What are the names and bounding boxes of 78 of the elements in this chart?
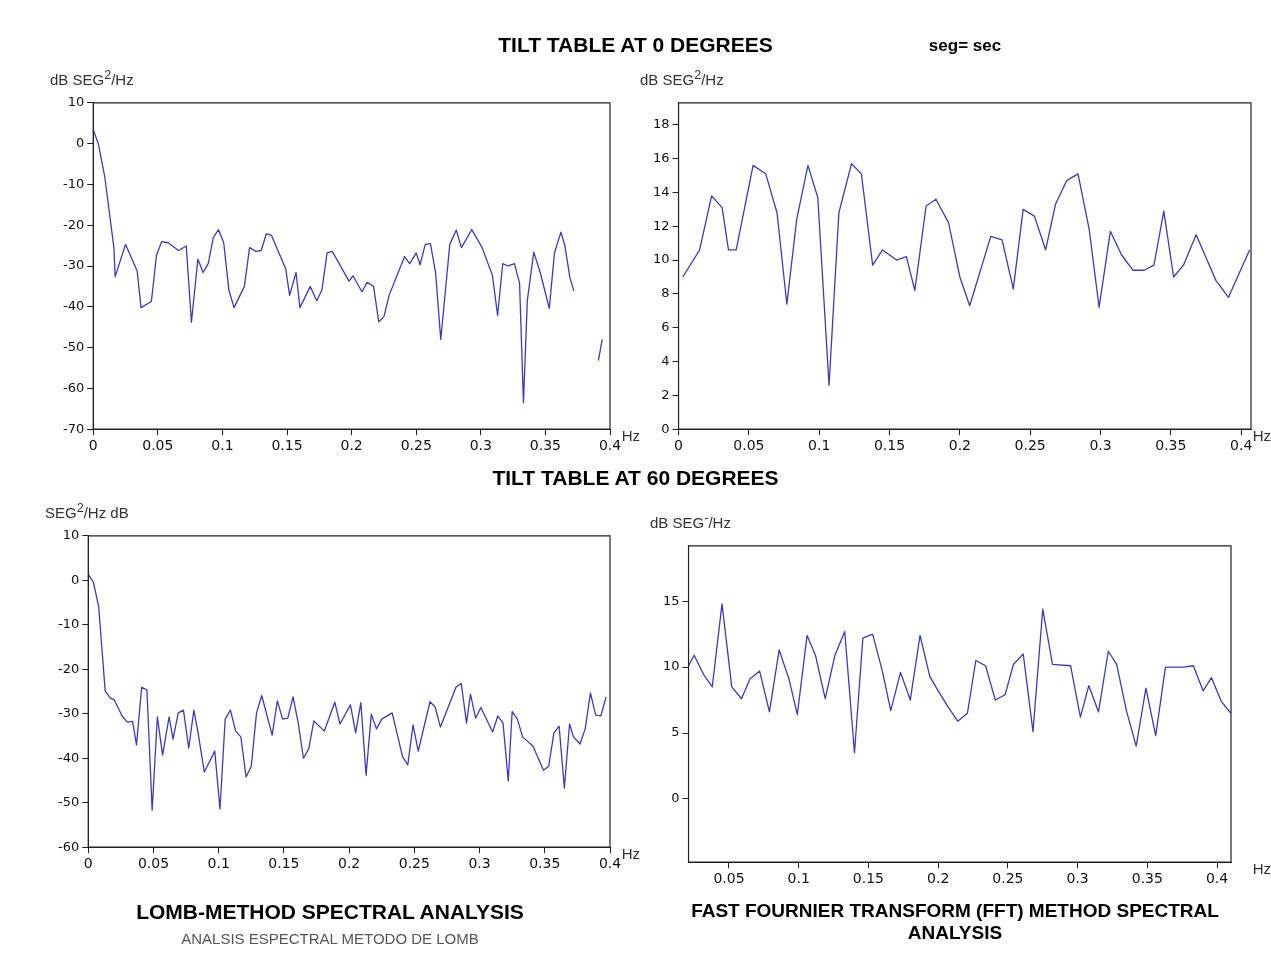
y-tick-label: -10 bbox=[63, 175, 85, 191]
y-tick-label: -20 bbox=[63, 216, 85, 232]
x-tick-label: 0.4 bbox=[1205, 870, 1229, 887]
y-tick-label: 5 bbox=[671, 724, 680, 740]
x-tick-label: 0.1 bbox=[207, 855, 230, 872]
y-tick-label: 6 bbox=[661, 319, 670, 335]
y-tick-label: 0 bbox=[671, 790, 680, 806]
y-tick-label: 16 bbox=[653, 149, 670, 165]
x-tick-label: 0.05 bbox=[142, 437, 174, 454]
x-tick-label: 0.35 bbox=[1131, 870, 1163, 887]
y-tick-label: -40 bbox=[58, 749, 80, 765]
x-tick-label: 0.15 bbox=[852, 870, 885, 887]
x-tick-label: 0.2 bbox=[948, 437, 971, 454]
y-tick-label: 4 bbox=[661, 352, 670, 368]
x-tick-label: 0.05 bbox=[713, 870, 745, 887]
text: ANALSIS ESPECTRAL METODO DE LOMB bbox=[180, 930, 480, 947]
x-tick-label: 0.3 bbox=[469, 437, 492, 454]
y-tick-label: 2 bbox=[661, 386, 670, 402]
x-tick-label: 0 bbox=[88, 437, 98, 454]
y-tick-label: -20 bbox=[58, 660, 80, 676]
x-tick-label: 0.1 bbox=[211, 437, 234, 454]
chart-title: TILT TABLE AT 0 DEGREES bbox=[498, 33, 773, 56]
chart-title: TILT TABLE AT 60 DEGREES bbox=[491, 466, 780, 490]
x-tick-label: 0.15 bbox=[873, 437, 906, 454]
x-axis-title: Hz bbox=[1252, 427, 1271, 444]
x-tick-label: 0.25 bbox=[992, 870, 1024, 887]
x-tick-label: 0.4 bbox=[598, 855, 622, 872]
x-tick-label: 0.35 bbox=[529, 855, 561, 872]
y-tick-label: -40 bbox=[63, 298, 85, 314]
x-tick-label: 0.1 bbox=[787, 870, 810, 887]
x-tick-label: 0.3 bbox=[1066, 870, 1089, 887]
y-tick-label: 0 bbox=[75, 134, 85, 150]
x-tick-label: 0.05 bbox=[733, 437, 765, 454]
y-tick-label: 10 bbox=[663, 658, 680, 674]
text: LOMB-METHOD SPECTRAL ANALYSIS bbox=[135, 900, 525, 924]
x-tick-label: 0.3 bbox=[1089, 437, 1112, 454]
y-tick-label: 15 bbox=[663, 592, 680, 608]
y-tick-label: -30 bbox=[58, 705, 80, 721]
y-tick-label: 14 bbox=[653, 183, 670, 199]
text: FAST FOURNIER TRANSFORM (FFT) METHOD SPECTRAL ANALYSIS bbox=[690, 900, 1220, 944]
x-tick-label: 0.25 bbox=[400, 437, 432, 454]
text: seg= sec bbox=[927, 36, 1003, 56]
x-axis-title: Hz bbox=[621, 427, 640, 444]
x-tick-label: 0.2 bbox=[337, 855, 361, 872]
x-axis-title: Hz bbox=[621, 845, 640, 862]
y-tick-label: -50 bbox=[63, 338, 85, 354]
y-tick-label: 10 bbox=[67, 94, 85, 110]
y-tick-label: 12 bbox=[653, 217, 670, 233]
x-tick-label: 0.1 bbox=[808, 437, 831, 454]
y-tick-label: 0 bbox=[661, 420, 670, 436]
x-tick-label: 0.15 bbox=[268, 855, 300, 872]
y-tick-label: 8 bbox=[661, 285, 670, 301]
x-tick-label: 0.35 bbox=[1155, 437, 1187, 454]
x-tick-label: 0.25 bbox=[398, 855, 430, 872]
y-axis-title: dB SEG$^{-}$/Hz bbox=[650, 511, 731, 531]
x-tick-label: 0.35 bbox=[529, 437, 561, 454]
x-tick-label: 0.2 bbox=[340, 437, 363, 454]
y-tick-label: -30 bbox=[63, 257, 85, 273]
y-tick-label: -50 bbox=[58, 794, 80, 810]
x-tick-label: 0.4 bbox=[598, 437, 622, 454]
y-axis-title: dB SEG$^{2}$/Hz bbox=[640, 68, 724, 88]
y-tick-label: -60 bbox=[63, 379, 85, 395]
y-tick-label: 18 bbox=[653, 116, 670, 132]
x-tick-label: 0.2 bbox=[927, 870, 950, 887]
y-tick-label: -10 bbox=[58, 616, 80, 632]
y-tick-label: 0 bbox=[70, 571, 80, 587]
x-tick-label: 0.05 bbox=[137, 855, 170, 872]
x-axis-title: Hz bbox=[1252, 860, 1271, 877]
y-tick-label: 10 bbox=[653, 251, 670, 267]
x-tick-label: 0.3 bbox=[468, 855, 491, 872]
x-tick-label: 0.4 bbox=[1230, 437, 1253, 454]
y-axis-title: dB SEG$^{2}$/Hz bbox=[50, 68, 134, 88]
x-tick-label: 0.15 bbox=[271, 437, 303, 454]
x-tick-label: 0.25 bbox=[1014, 437, 1046, 454]
y-tick-label: -70 bbox=[63, 420, 85, 436]
y-tick-label: 10 bbox=[62, 527, 80, 543]
y-axis-title: SEG$^{2}$/Hz dB bbox=[45, 501, 129, 521]
y-tick-label: -60 bbox=[58, 838, 80, 854]
